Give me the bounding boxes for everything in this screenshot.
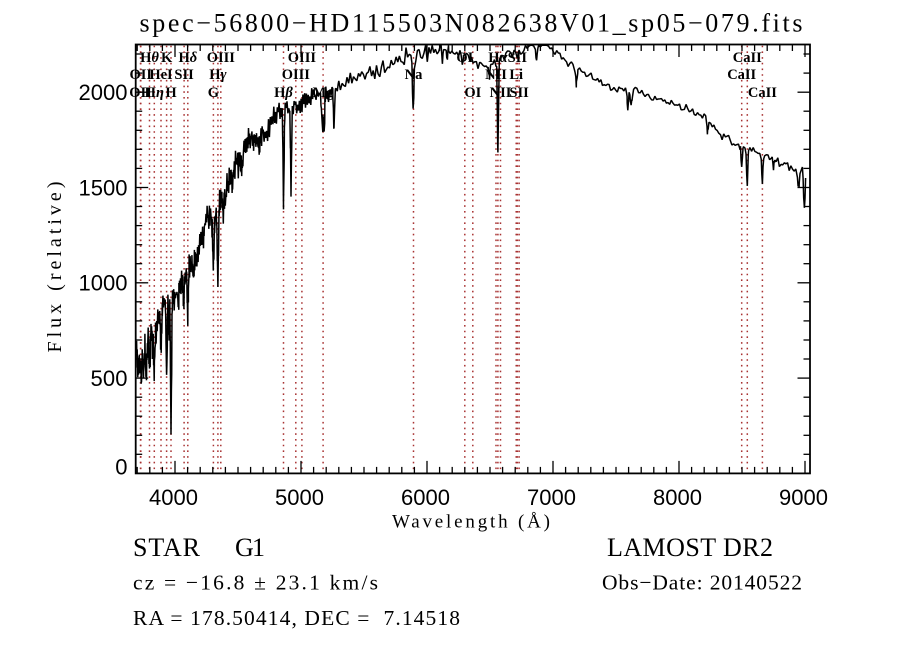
- svg-text:9000: 9000: [779, 485, 828, 510]
- svg-text:H: H: [165, 85, 177, 101]
- svg-text:7000: 7000: [527, 485, 576, 510]
- svg-text:OI: OI: [464, 85, 481, 101]
- svg-text:Hη: Hη: [145, 85, 164, 101]
- svg-text:OIII: OIII: [282, 67, 311, 83]
- svg-text:2000: 2000: [79, 80, 128, 105]
- svg-text:LAMOST DR2: LAMOST DR2: [607, 533, 773, 562]
- svg-text:Hθ: Hθ: [140, 50, 159, 66]
- svg-text:4000: 4000: [149, 485, 198, 510]
- svg-text:Hδ: Hδ: [178, 50, 197, 66]
- svg-text:Obs−Date: 20140522: Obs−Date: 20140522: [602, 571, 802, 595]
- svg-text:1500: 1500: [79, 175, 128, 200]
- svg-text:OI: OI: [456, 50, 473, 66]
- svg-text:8000: 8000: [653, 485, 702, 510]
- svg-text:500: 500: [91, 366, 128, 391]
- svg-text:OIII: OIII: [207, 50, 236, 66]
- svg-text:SII: SII: [174, 67, 194, 83]
- svg-text:CaII: CaII: [727, 67, 756, 83]
- svg-text:K: K: [161, 50, 173, 66]
- svg-text:5000: 5000: [275, 485, 324, 510]
- svg-text:CaII: CaII: [733, 50, 762, 66]
- svg-text:Hα: Hα: [488, 50, 508, 66]
- svg-text:SII: SII: [508, 50, 528, 66]
- svg-text:CaII: CaII: [748, 85, 777, 101]
- svg-text:Mg: Mg: [313, 85, 335, 101]
- svg-text:SII: SII: [509, 85, 529, 101]
- svg-text:6000: 6000: [401, 485, 450, 510]
- svg-text:0: 0: [115, 454, 127, 479]
- svg-text:RA = 178.50414, DEC = 7.14518: RA = 178.50414, DEC = 7.14518: [133, 606, 460, 630]
- svg-text:NII: NII: [490, 85, 512, 101]
- svg-text:HeI: HeI: [149, 67, 173, 83]
- svg-text:Li: Li: [509, 67, 523, 83]
- svg-text:G1: G1: [235, 533, 265, 562]
- svg-text:Hγ: Hγ: [209, 67, 227, 83]
- svg-text:1000: 1000: [79, 271, 128, 296]
- svg-text:Flux (relative): Flux (relative): [44, 182, 66, 353]
- svg-text:NII: NII: [485, 67, 507, 83]
- svg-text:G: G: [208, 85, 219, 101]
- svg-text:cz = −16.8 ± 23.1 km/s: cz = −16.8 ± 23.1 km/s: [133, 571, 378, 595]
- svg-text:spec−56800−HD115503N082638V01_: spec−56800−HD115503N082638V01_sp05−079.f…: [140, 9, 803, 38]
- svg-text:Hβ: Hβ: [274, 85, 293, 101]
- svg-text:STAR: STAR: [133, 533, 201, 562]
- svg-text:Na: Na: [405, 67, 423, 83]
- svg-text:OII: OII: [130, 67, 153, 83]
- svg-text:OIII: OIII: [288, 50, 317, 66]
- svg-text:OII: OII: [129, 85, 152, 101]
- svg-text:Wavelength (Å): Wavelength (Å): [392, 512, 550, 533]
